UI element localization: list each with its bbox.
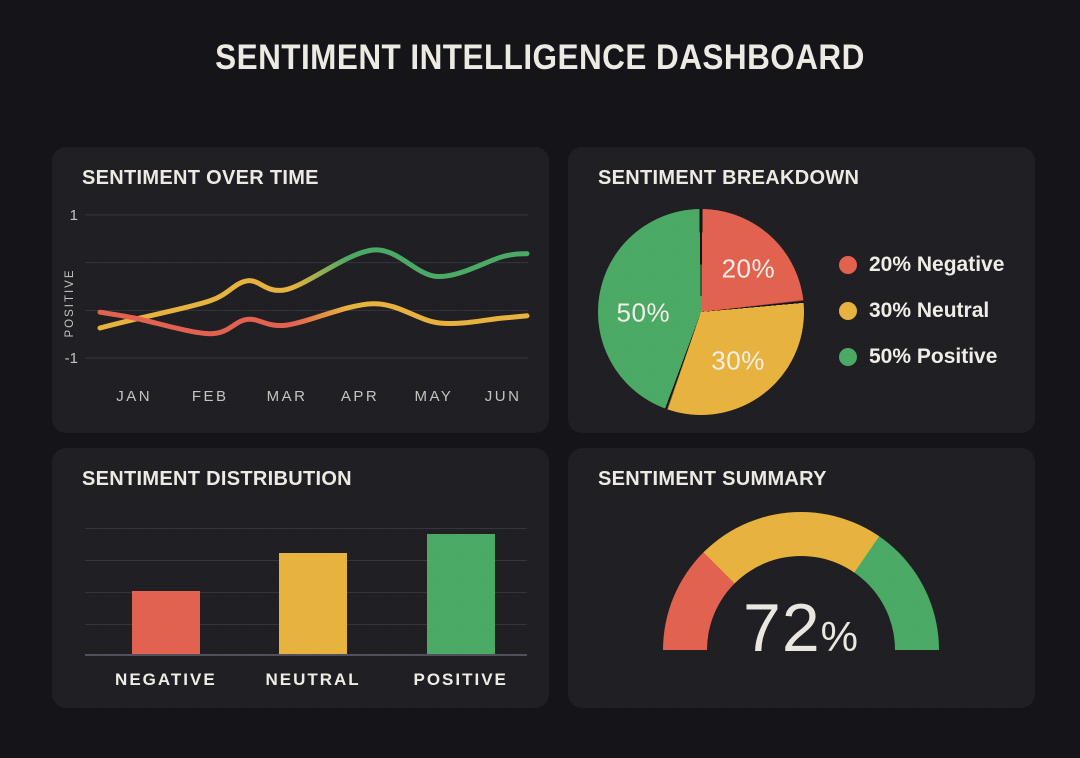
pie-slice-label: 30% bbox=[711, 345, 765, 376]
bar-plot-area bbox=[85, 528, 527, 656]
series-line-positive_trend bbox=[97, 247, 530, 331]
x-tick-label: FEB bbox=[192, 388, 229, 405]
line-chart: 1 -1 POSITIVE JAN FEB MAR APR MAY JUN bbox=[52, 147, 549, 433]
y-axis-label: POSITIVE bbox=[64, 268, 76, 337]
panel-sentiment-summary: SENTIMENT SUMMARY 72% bbox=[568, 448, 1035, 708]
pie-slice-label: 20% bbox=[721, 253, 776, 284]
bar-label-neutral: NEUTRAL bbox=[265, 670, 361, 689]
bar-neutral bbox=[279, 553, 348, 654]
y-tick-label: 1 bbox=[70, 207, 78, 224]
x-tick-label: MAY bbox=[414, 388, 453, 405]
pie-slice-label: 50% bbox=[616, 297, 671, 328]
legend-dot bbox=[839, 256, 857, 274]
panel-sentiment-over-time: SENTIMENT OVER TIME 1 -1 POSITIVE JAN FEB MAR… bbox=[52, 147, 549, 433]
panel-title-breakdown: SENTIMENT BREAKDOWN bbox=[598, 167, 860, 189]
legend-item: 30% Neutral bbox=[839, 299, 1004, 323]
panel-title-over-time: SENTIMENT OVER TIME bbox=[82, 167, 319, 189]
legend-label: 50% Positive bbox=[869, 345, 998, 368]
x-tick-label: JUN bbox=[485, 388, 522, 405]
legend-dot bbox=[839, 348, 857, 366]
bar-negative bbox=[131, 591, 200, 654]
gauge-chart: 72% bbox=[663, 512, 939, 662]
series-line-negative_trend bbox=[97, 301, 530, 337]
page-title: SENTIMENT INTELLIGENCE DASHBOARD bbox=[215, 38, 865, 77]
x-tick-label: APR bbox=[341, 388, 379, 405]
panel-title-distribution: SENTIMENT DISTRIBUTION bbox=[82, 468, 352, 490]
legend-label: 30% Neutral bbox=[869, 299, 990, 322]
line-chart-svg: 1 -1 POSITIVE JAN FEB MAR APR MAY JUN bbox=[64, 207, 530, 405]
legend-item: 20% Negative bbox=[839, 253, 1004, 277]
panel-sentiment-distribution: SENTIMENT DISTRIBUTION NEGATIVE NEUTRAL PO… bbox=[52, 448, 549, 708]
panel-sentiment-breakdown: SENTIMENT BREAKDOWN 20% 30% 50% 20% Negati… bbox=[568, 147, 1035, 433]
grid-line bbox=[85, 528, 527, 529]
panel-title-summary: SENTIMENT SUMMARY bbox=[598, 468, 827, 490]
bar-label-positive: POSITIVE bbox=[413, 670, 508, 689]
pie-legend: 20% Negative 30% Neutral 50% Positive bbox=[839, 253, 1004, 391]
x-tick-label: JAN bbox=[116, 388, 152, 405]
y-tick-label: -1 bbox=[65, 350, 78, 367]
gauge-value-number: 72 bbox=[743, 590, 821, 666]
bar-positive bbox=[426, 534, 495, 654]
x-tick-label: MAR bbox=[267, 388, 308, 405]
legend-item: 50% Positive bbox=[839, 345, 1004, 369]
pie-chart: 20% 30% 50% bbox=[598, 209, 804, 415]
gauge-value: 72% bbox=[663, 594, 939, 662]
legend-dot bbox=[839, 302, 857, 320]
legend-label: 20% Negative bbox=[869, 253, 1005, 276]
bar-label-negative: NEGATIVE bbox=[115, 670, 217, 689]
gauge-value-unit: % bbox=[820, 613, 859, 660]
dashboard-grid: SENTIMENT OVER TIME 1 -1 POSITIVE JAN FEB MAR… bbox=[52, 147, 1035, 708]
